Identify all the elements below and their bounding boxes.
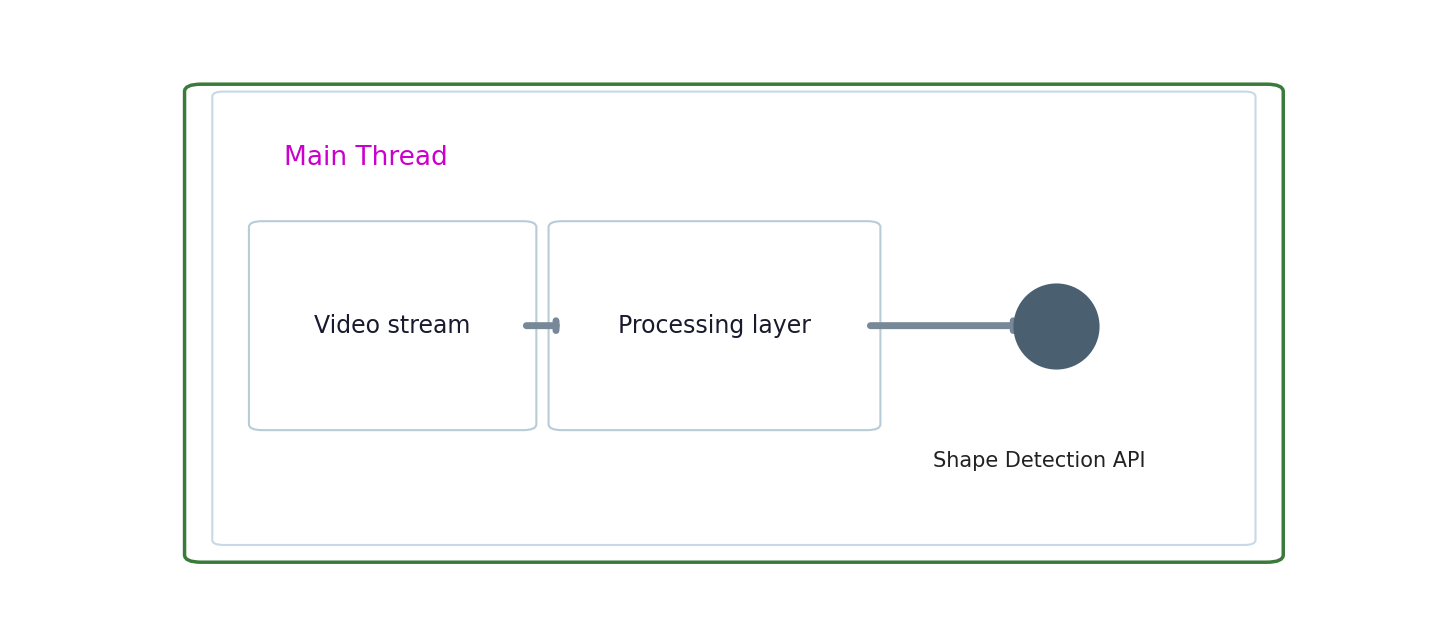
Text: Video stream: Video stream xyxy=(315,314,471,338)
Text: Processing layer: Processing layer xyxy=(619,314,811,338)
Point xyxy=(1044,321,1067,331)
Text: Main Thread: Main Thread xyxy=(285,145,448,171)
Text: Shape Detection API: Shape Detection API xyxy=(932,451,1146,471)
FancyBboxPatch shape xyxy=(212,92,1256,545)
FancyBboxPatch shape xyxy=(249,221,537,430)
FancyBboxPatch shape xyxy=(185,84,1283,562)
FancyBboxPatch shape xyxy=(548,221,881,430)
